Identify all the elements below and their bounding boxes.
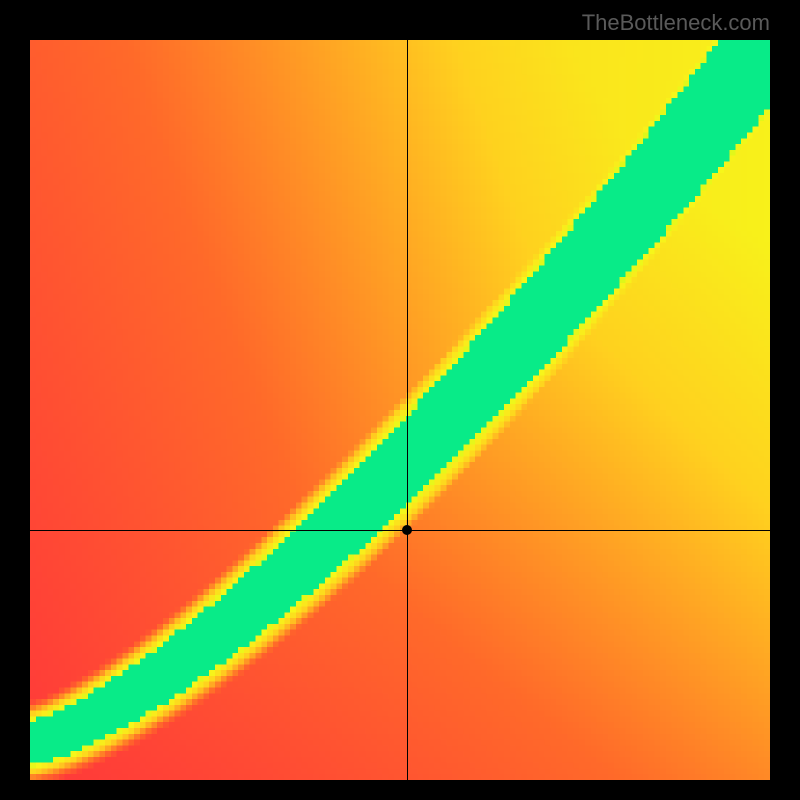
heatmap-canvas <box>30 40 770 780</box>
selection-marker <box>402 525 412 535</box>
crosshair-horizontal <box>30 530 770 531</box>
heatmap-plot <box>30 40 770 780</box>
crosshair-vertical <box>407 40 408 780</box>
watermark-text: TheBottleneck.com <box>582 10 770 36</box>
